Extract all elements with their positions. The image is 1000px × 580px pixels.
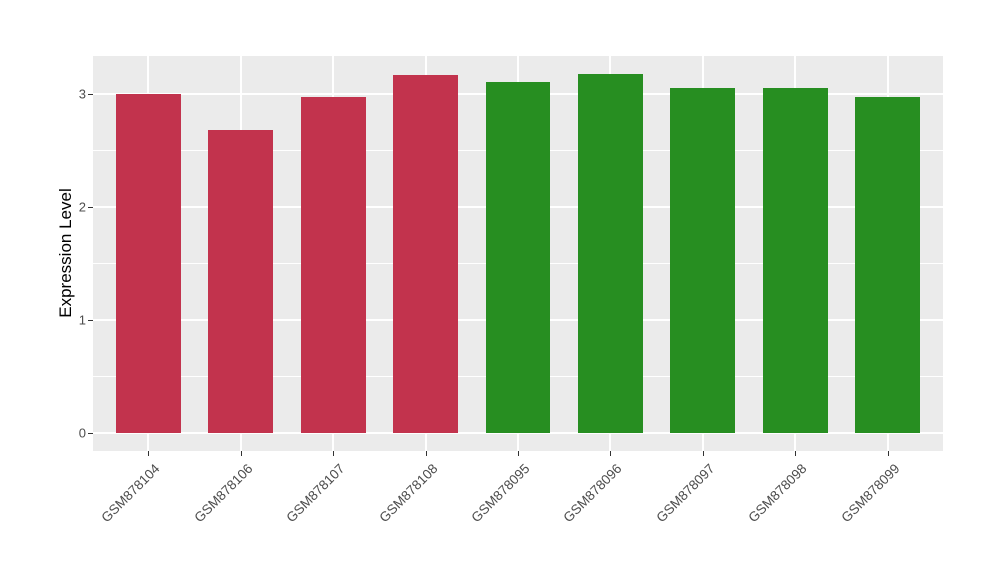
y-tick-label: 0 bbox=[78, 425, 86, 441]
x-tick-label: GSM878097 bbox=[653, 461, 718, 526]
bar-GSM878099 bbox=[855, 97, 920, 433]
bar-GSM878097 bbox=[670, 88, 736, 433]
bar-GSM878104 bbox=[116, 94, 181, 433]
y-tick-mark bbox=[88, 320, 93, 321]
bar-GSM878095 bbox=[485, 81, 551, 433]
y-tick-mark bbox=[88, 207, 93, 208]
x-tick-label: GSM878096 bbox=[560, 461, 625, 526]
x-tick-mark bbox=[425, 451, 427, 456]
y-tick-label: 3 bbox=[78, 86, 86, 102]
x-tick-label: GSM878107 bbox=[283, 461, 348, 526]
bar-GSM878108 bbox=[393, 74, 458, 433]
y-tick-label: 1 bbox=[78, 312, 86, 328]
bar-GSM878096 bbox=[578, 73, 643, 433]
y-tick-mark bbox=[88, 94, 93, 95]
x-tick-mark bbox=[148, 451, 150, 456]
x-tick-mark bbox=[702, 451, 704, 456]
x-tick-mark bbox=[610, 451, 612, 456]
x-tick-label: GSM878095 bbox=[468, 461, 533, 526]
x-tick-mark bbox=[518, 451, 519, 456]
bar-GSM878098 bbox=[762, 88, 828, 433]
x-tick-label: GSM878108 bbox=[375, 461, 441, 526]
x-tick-label: GSM878104 bbox=[98, 461, 164, 526]
x-tick-label: GSM878098 bbox=[745, 461, 810, 526]
x-tick-mark bbox=[795, 451, 797, 456]
x-tick-label: GSM878099 bbox=[837, 461, 903, 526]
x-tick-label: GSM878106 bbox=[191, 461, 256, 526]
x-tick-mark bbox=[887, 451, 889, 456]
y-tick-mark bbox=[88, 433, 93, 434]
plot-panel bbox=[93, 56, 943, 451]
y-tick-label: 2 bbox=[78, 199, 86, 215]
x-tick-mark bbox=[333, 451, 335, 456]
bar-GSM878107 bbox=[300, 97, 366, 433]
bar-GSM878106 bbox=[208, 130, 274, 433]
x-tick-mark bbox=[240, 451, 242, 456]
